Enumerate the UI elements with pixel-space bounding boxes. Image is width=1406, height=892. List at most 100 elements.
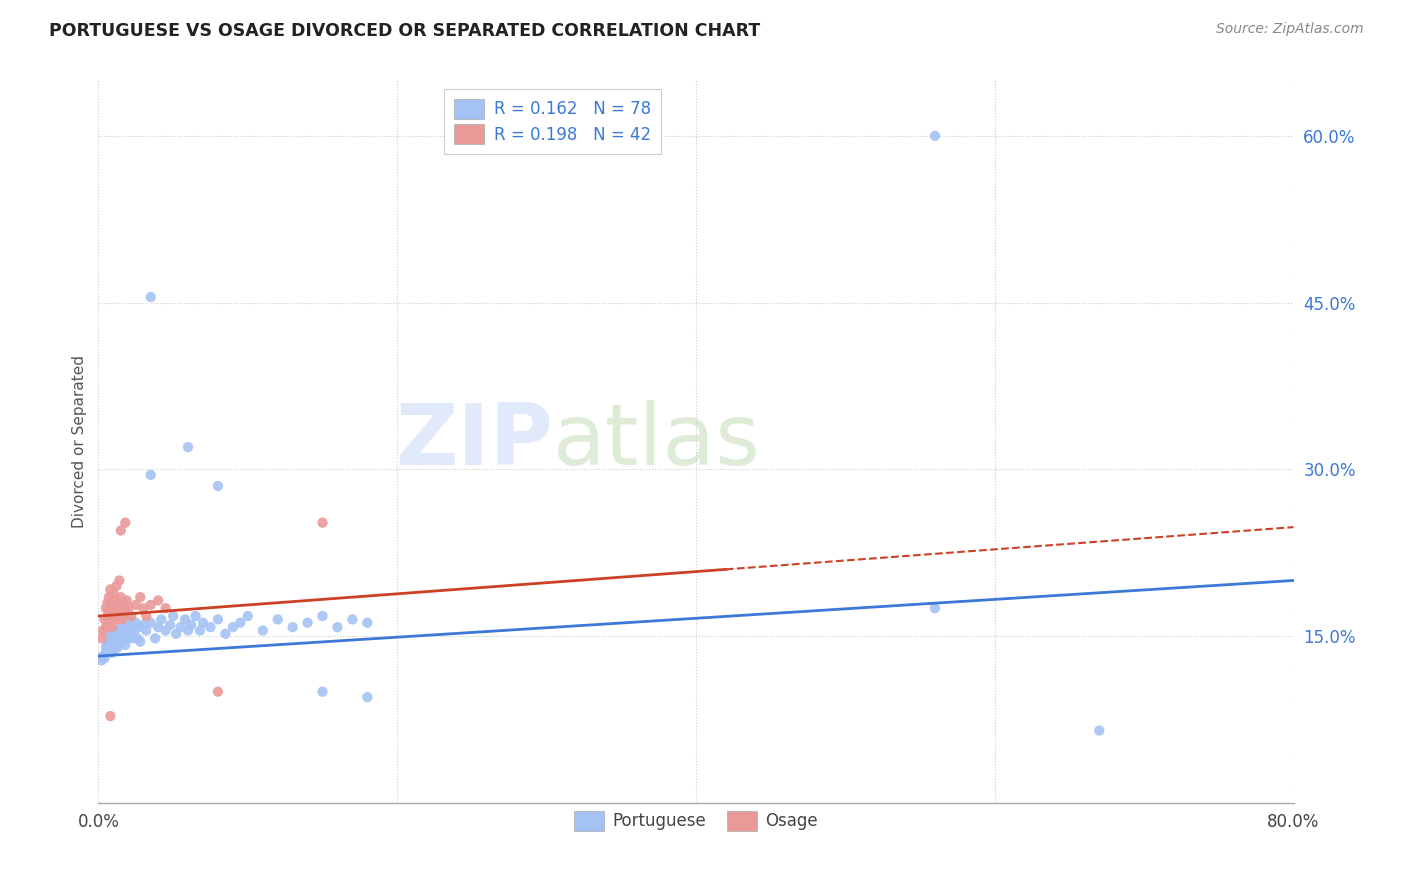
Point <box>155 624 177 638</box>
Point <box>124 624 146 638</box>
Point <box>97 590 120 604</box>
Point <box>139 615 162 630</box>
Point <box>117 601 139 615</box>
Point <box>98 629 122 643</box>
Point <box>107 598 129 612</box>
Point <box>115 593 138 607</box>
Point <box>1088 723 1111 738</box>
Point <box>252 624 274 638</box>
Point <box>139 598 162 612</box>
Point <box>118 627 141 641</box>
Point <box>121 632 143 646</box>
Point <box>184 609 207 624</box>
Point <box>90 653 112 667</box>
Point <box>132 601 155 615</box>
Point <box>111 612 134 626</box>
Point <box>114 605 136 619</box>
Point <box>104 593 127 607</box>
Point <box>311 609 333 624</box>
Point <box>108 632 131 646</box>
Point <box>125 615 148 630</box>
Point <box>174 612 197 626</box>
Point <box>356 615 378 630</box>
Point <box>101 634 124 648</box>
Point <box>101 612 124 626</box>
Point <box>117 632 139 646</box>
Point <box>94 620 117 634</box>
Point <box>297 615 319 630</box>
Point <box>200 620 222 634</box>
Point <box>103 627 125 641</box>
Point <box>98 582 122 597</box>
Point <box>326 620 349 634</box>
Point <box>207 612 229 626</box>
Point <box>924 601 946 615</box>
Point <box>110 605 132 619</box>
Point <box>101 646 124 660</box>
Y-axis label: Divorced or Separated: Divorced or Separated <box>72 355 87 528</box>
Point <box>110 634 132 648</box>
Point <box>177 440 200 454</box>
Point <box>188 624 211 638</box>
Point <box>97 605 120 619</box>
Point <box>98 598 122 612</box>
Point <box>96 596 118 610</box>
Text: PORTUGUESE VS OSAGE DIVORCED OR SEPARATED CORRELATION CHART: PORTUGUESE VS OSAGE DIVORCED OR SEPARATE… <box>49 22 761 40</box>
Point <box>93 612 115 626</box>
Point <box>97 632 120 646</box>
Point <box>236 609 259 624</box>
Point <box>135 624 157 638</box>
Point <box>159 618 181 632</box>
Point <box>104 632 127 646</box>
Point <box>148 593 170 607</box>
Point <box>91 624 114 638</box>
Point <box>229 615 252 630</box>
Point <box>162 609 184 624</box>
Point <box>177 624 200 638</box>
Point <box>139 290 162 304</box>
Point <box>103 638 125 652</box>
Point <box>110 620 132 634</box>
Point <box>90 632 112 646</box>
Point <box>96 609 118 624</box>
Point <box>105 634 128 648</box>
Point <box>132 618 155 632</box>
Point <box>111 627 134 641</box>
Point <box>924 128 946 143</box>
Point <box>107 640 129 655</box>
Point <box>128 620 150 634</box>
Point <box>311 516 333 530</box>
Point <box>112 598 135 612</box>
Point <box>114 618 136 632</box>
Text: Source: ZipAtlas.com: Source: ZipAtlas.com <box>1216 22 1364 37</box>
Point <box>94 640 117 655</box>
Point <box>103 587 125 601</box>
Point <box>110 524 132 538</box>
Point <box>105 601 128 615</box>
Point <box>148 620 170 634</box>
Point <box>125 598 148 612</box>
Point <box>114 638 136 652</box>
Point <box>139 467 162 482</box>
Point <box>117 612 139 626</box>
Point <box>103 601 125 615</box>
Text: ZIP: ZIP <box>395 400 553 483</box>
Point <box>120 620 142 634</box>
Point <box>108 574 131 588</box>
Point <box>96 642 118 657</box>
Point <box>98 709 122 723</box>
Point <box>107 612 129 626</box>
Point <box>150 612 173 626</box>
Point <box>104 609 127 624</box>
Point <box>165 627 187 641</box>
Point <box>207 479 229 493</box>
Point <box>143 632 166 646</box>
Point <box>107 629 129 643</box>
Point <box>97 638 120 652</box>
Point <box>342 612 364 626</box>
Point <box>96 634 118 648</box>
Point <box>155 601 177 615</box>
Point <box>94 601 117 615</box>
Point <box>356 690 378 705</box>
Point <box>120 609 142 624</box>
